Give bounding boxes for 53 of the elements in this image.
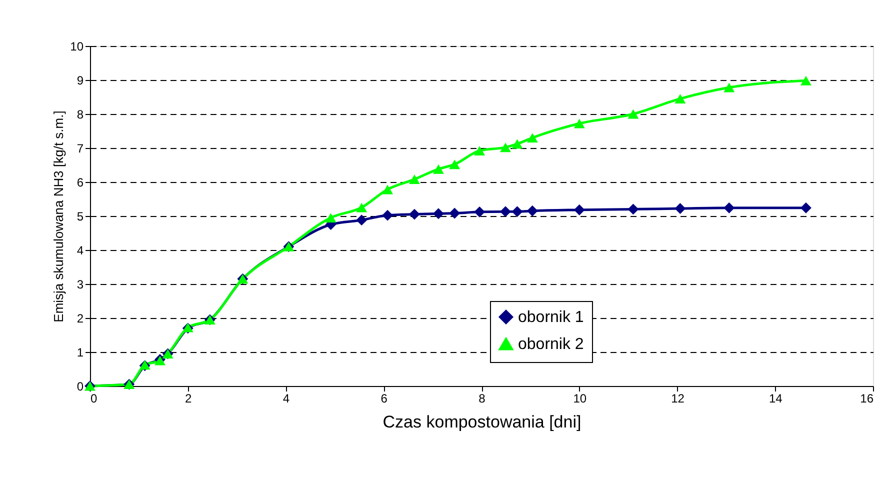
y-tick-label: 2 <box>76 312 84 326</box>
point <box>356 202 368 212</box>
legend-label: obornik 2 <box>518 336 584 353</box>
y-axis-title: Emisja skumulowana NH3 [kg/t s.m.] <box>51 110 66 322</box>
y-tick-label: 0 <box>76 380 84 394</box>
legend-label: obornik 1 <box>518 309 584 326</box>
x-axis-title: Czas kompostowania [dni] <box>382 412 582 432</box>
point <box>724 202 735 214</box>
point <box>512 206 523 218</box>
point <box>325 212 336 222</box>
point <box>674 203 686 214</box>
point <box>526 205 538 216</box>
y-tick-label: 9 <box>76 74 84 88</box>
y-tick-label: 3 <box>76 278 84 292</box>
point <box>512 139 523 149</box>
point <box>800 76 812 86</box>
point <box>674 94 686 104</box>
point <box>449 160 460 170</box>
x-tick-label: 10 <box>573 392 587 406</box>
y-tick-label: 10 <box>70 40 84 54</box>
y-tick-label: 6 <box>76 176 84 190</box>
point <box>432 208 444 220</box>
point <box>724 82 735 92</box>
x-tick-label: 16 <box>860 392 874 406</box>
x-tick-label: 2 <box>185 392 192 406</box>
point <box>474 206 486 218</box>
point <box>356 214 368 226</box>
y-tick-label: 5 <box>76 210 84 224</box>
point <box>574 118 585 128</box>
y-tick-label: 1 <box>76 346 84 360</box>
x-tick-label: 4 <box>282 392 290 406</box>
point <box>408 174 420 184</box>
point <box>628 109 639 119</box>
x-tick-label: 8 <box>478 392 486 406</box>
y-tick-label: 8 <box>76 108 84 122</box>
x-tick-label: 0 <box>90 392 98 406</box>
x-tick-label: 14 <box>768 392 783 406</box>
y-tick-label: 7 <box>76 142 84 156</box>
y-tick-label: 4 <box>76 244 84 258</box>
point <box>382 184 394 194</box>
point <box>474 146 486 156</box>
point <box>382 210 394 221</box>
point <box>500 142 511 152</box>
point <box>449 208 460 219</box>
point <box>800 202 812 214</box>
point <box>500 206 511 218</box>
point <box>526 133 538 143</box>
point <box>408 208 420 220</box>
x-tick-label: 6 <box>380 392 388 406</box>
point <box>432 164 444 174</box>
point <box>574 204 585 216</box>
x-tick-label: 12 <box>671 392 685 406</box>
point <box>628 204 639 215</box>
